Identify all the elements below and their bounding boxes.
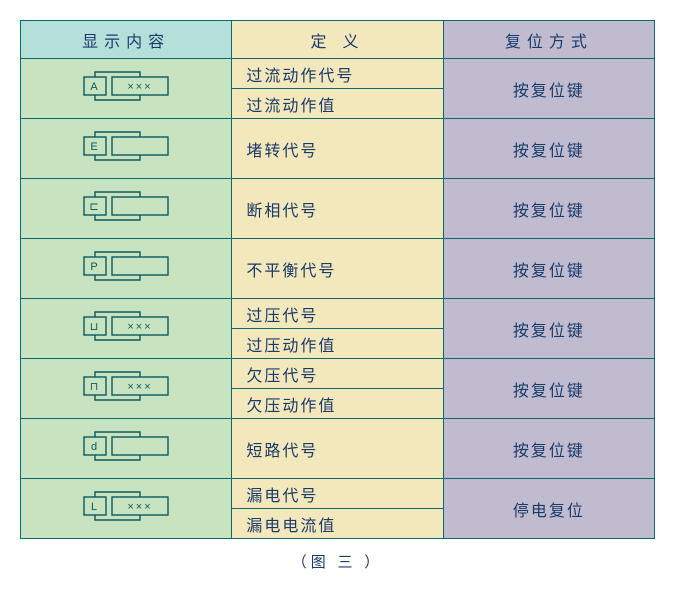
display-cell: ⊓ ×××: [21, 359, 232, 419]
definition-cell: 过流动作值: [232, 89, 443, 119]
reset-cell: 按复位键: [443, 239, 654, 299]
display-cell: ⊏: [21, 179, 232, 239]
svg-text:×××: ×××: [128, 381, 153, 393]
display-cell: E: [21, 119, 232, 179]
definition-cell: 漏电电流值: [232, 509, 443, 539]
table-row: ⊓×××欠压代号按复位键: [21, 359, 655, 389]
table-body: A×××过流动作代号按复位键过流动作值E堵转代号按复位键⊏断相代号按复位键P不平…: [21, 59, 655, 539]
table-row: L×××漏电代号停电复位: [21, 479, 655, 509]
reset-cell: 按复位键: [443, 419, 654, 479]
table-row: d 短路代号按复位键: [21, 419, 655, 479]
header-display: 显示内容: [21, 21, 232, 59]
reset-cell: 按复位键: [443, 119, 654, 179]
figure-table: 显示内容 定 义 复位方式 A×××过流动作代号按复位键过流动作值E堵转代号按复…: [20, 20, 655, 572]
display-cell: L ×××: [21, 479, 232, 539]
symbol-diagram: P: [74, 246, 178, 286]
reset-cell: 按复位键: [443, 179, 654, 239]
symbol-diagram: A ×××: [74, 66, 178, 106]
table-row: A×××过流动作代号按复位键: [21, 59, 655, 89]
symbol-diagram: L ×××: [74, 486, 178, 526]
reset-cell: 按复位键: [443, 59, 654, 119]
definition-cell: 过压代号: [232, 299, 443, 329]
figure-caption: （图 三 ）: [20, 551, 655, 572]
svg-text:⊏: ⊏: [90, 201, 101, 213]
reset-cell: 按复位键: [443, 359, 654, 419]
reset-cell: 停电复位: [443, 479, 654, 539]
svg-text:⊔: ⊔: [90, 321, 101, 333]
display-cell: A ×××: [21, 59, 232, 119]
definition-cell: 短路代号: [232, 419, 443, 479]
display-cell: P: [21, 239, 232, 299]
svg-text:×××: ×××: [128, 321, 153, 333]
table-row: ⊔×××过压代号按复位键: [21, 299, 655, 329]
symbol-diagram: d: [74, 426, 178, 466]
table-row: E 堵转代号按复位键: [21, 119, 655, 179]
svg-text:×××: ×××: [128, 501, 153, 513]
svg-text:×××: ×××: [128, 81, 153, 93]
svg-text:L: L: [91, 501, 99, 513]
svg-text:A: A: [90, 81, 99, 93]
svg-text:P: P: [90, 261, 99, 273]
symbol-diagram: ⊏: [74, 186, 178, 226]
header-definition: 定 义: [232, 21, 443, 59]
definition-cell: 过压动作值: [232, 329, 443, 359]
header-reset: 复位方式: [443, 21, 654, 59]
symbol-diagram: ⊔ ×××: [74, 306, 178, 346]
definition-cell: 不平衡代号: [232, 239, 443, 299]
definition-cell: 欠压动作值: [232, 389, 443, 419]
symbol-diagram: ⊓ ×××: [74, 366, 178, 406]
table-row: P 不平衡代号按复位键: [21, 239, 655, 299]
svg-text:E: E: [90, 141, 99, 153]
header-row: 显示内容 定 义 复位方式: [21, 21, 655, 59]
definition-cell: 漏电代号: [232, 479, 443, 509]
definition-cell: 欠压代号: [232, 359, 443, 389]
reference-table: 显示内容 定 义 复位方式 A×××过流动作代号按复位键过流动作值E堵转代号按复…: [20, 20, 655, 539]
reset-cell: 按复位键: [443, 299, 654, 359]
svg-text:d: d: [91, 441, 99, 453]
definition-cell: 断相代号: [232, 179, 443, 239]
symbol-diagram: E: [74, 126, 178, 166]
definition-cell: 堵转代号: [232, 119, 443, 179]
definition-cell: 过流动作代号: [232, 59, 443, 89]
display-cell: ⊔ ×××: [21, 299, 232, 359]
table-row: ⊏ 断相代号按复位键: [21, 179, 655, 239]
svg-text:⊓: ⊓: [90, 381, 101, 393]
display-cell: d: [21, 419, 232, 479]
